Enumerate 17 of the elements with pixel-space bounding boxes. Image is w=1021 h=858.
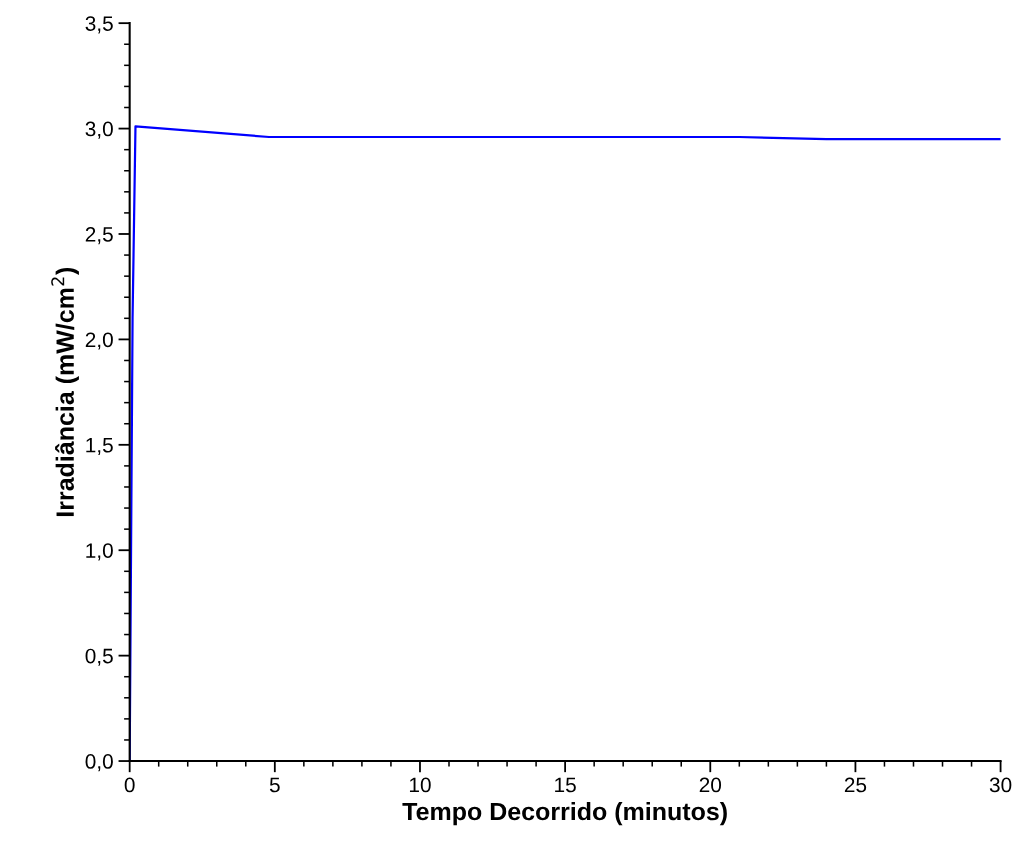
x-tick-label: 5 [269,777,280,793]
x-tick-label: 15 [555,777,576,793]
x-tick-label: 0 [124,777,135,793]
x-axis-title: Tempo Decorrido (minutos) [402,801,727,826]
y-tick-label: 1,0 [86,543,113,561]
x-tick-label: 30 [989,777,1012,793]
y-axis-title: Irradiância (mW/cm$^{2}$) [51,267,79,517]
y-tick-label: 2,5 [85,226,113,245]
y-tick-label: 0,0 [85,754,113,772]
y-tick-label: 2,0 [85,332,113,350]
x-tick-label: 25 [844,777,867,793]
y-tick-label: 0,5 [85,648,113,666]
x-tick-label: 20 [699,777,722,793]
y-tick-label: 3,0 [85,121,113,139]
y-tick-label: 3,5 [85,16,113,34]
y-tick-label: 1,5 [86,438,113,456]
x-tick-label: 10 [409,777,431,793]
